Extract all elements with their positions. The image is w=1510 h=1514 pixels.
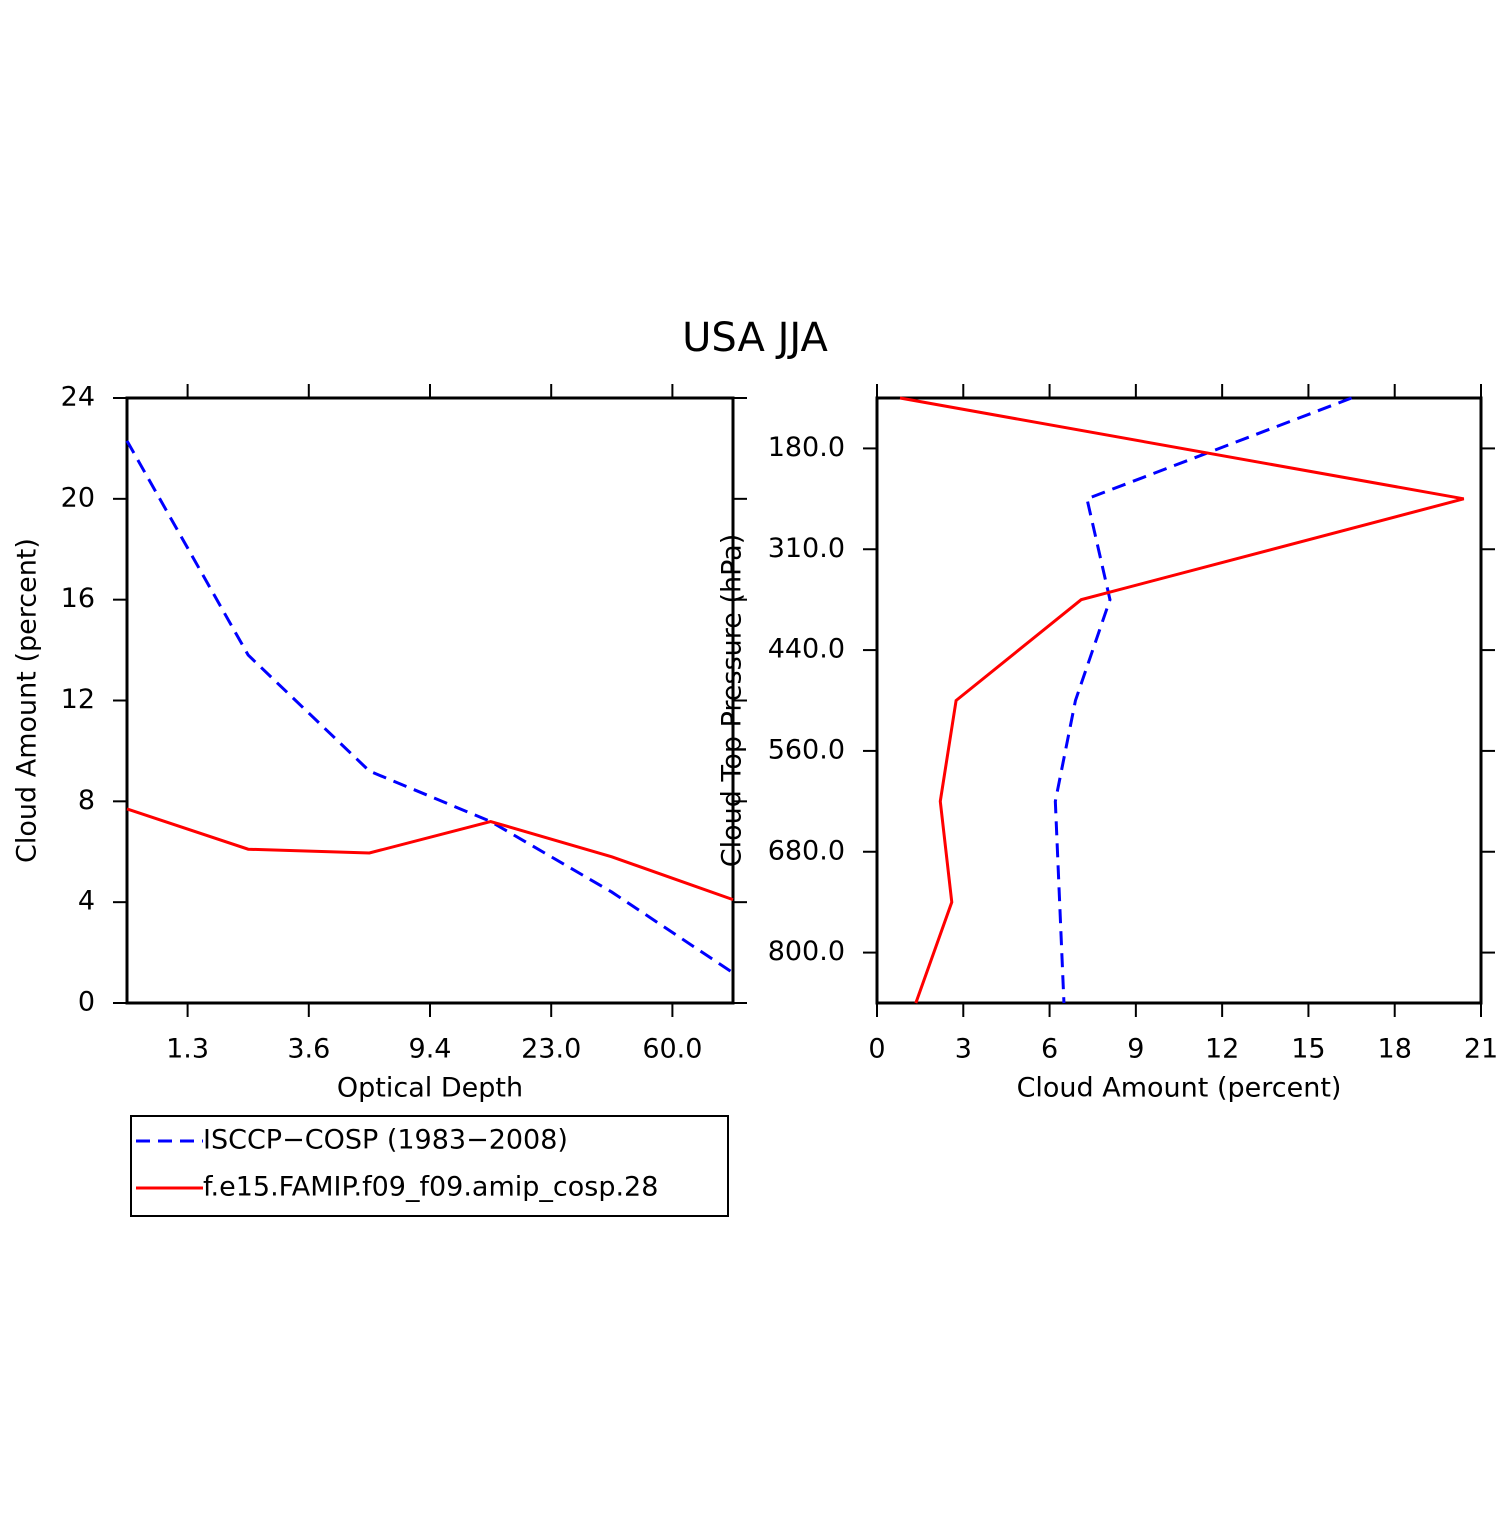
x-tick-label: 15 [1291, 1034, 1325, 1065]
plot-frame [125, 396, 735, 1005]
y-tick-label: 4 [78, 886, 95, 917]
series-line [125, 440, 734, 974]
y-tick-label: 24 [61, 382, 95, 413]
y-tick-label: 12 [61, 684, 95, 715]
legend-box [130, 1115, 729, 1217]
y-tick-label: 680.0 [768, 835, 845, 866]
series-line [1053, 396, 1353, 1004]
x-tick-label: 23.0 [521, 1034, 581, 1065]
plot-frame [875, 396, 1483, 1005]
y-tick-label: 8 [78, 785, 95, 816]
y-tick-label: 16 [61, 583, 95, 614]
y-axis-label: Cloud Top Pressure (hPa) [717, 534, 748, 868]
x-tick-label: 60.0 [642, 1034, 702, 1065]
x-tick-label: 9.4 [409, 1034, 452, 1065]
y-tick-label: 560.0 [768, 734, 845, 765]
series-line [126, 807, 734, 902]
y-tick-label: 0 [78, 987, 95, 1018]
x-tick-label: 0 [868, 1034, 885, 1065]
y-tick-label: 180.0 [768, 432, 845, 463]
y-tick-label: 440.0 [768, 634, 845, 665]
y-tick-label: 800.0 [768, 936, 845, 967]
x-axis-label: Optical Depth [337, 1073, 523, 1104]
x-axis-label: Cloud Amount (percent) [1017, 1073, 1342, 1104]
x-tick-label: 3.6 [287, 1034, 330, 1065]
x-tick-label: 21 [1464, 1034, 1498, 1065]
x-tick-label: 12 [1205, 1034, 1239, 1065]
x-tick-label: 3 [955, 1034, 972, 1065]
x-tick-label: 9 [1127, 1034, 1144, 1065]
y-axis-label: Cloud Amount (percent) [12, 538, 43, 863]
x-tick-label: 1.3 [166, 1034, 209, 1065]
y-tick-label: 310.0 [768, 533, 845, 564]
legend-label: ISCCP−COSP (1983−2008) [203, 1125, 568, 1156]
series-line [899, 396, 1465, 1004]
x-tick-label: 18 [1378, 1034, 1412, 1065]
y-tick-label: 20 [61, 482, 95, 513]
legend-label: f.e15.FAMIP.f09_f09.amip_cosp.28 [203, 1172, 658, 1203]
x-tick-label: 6 [1041, 1034, 1058, 1065]
figure-title: USA JJA [682, 315, 828, 361]
